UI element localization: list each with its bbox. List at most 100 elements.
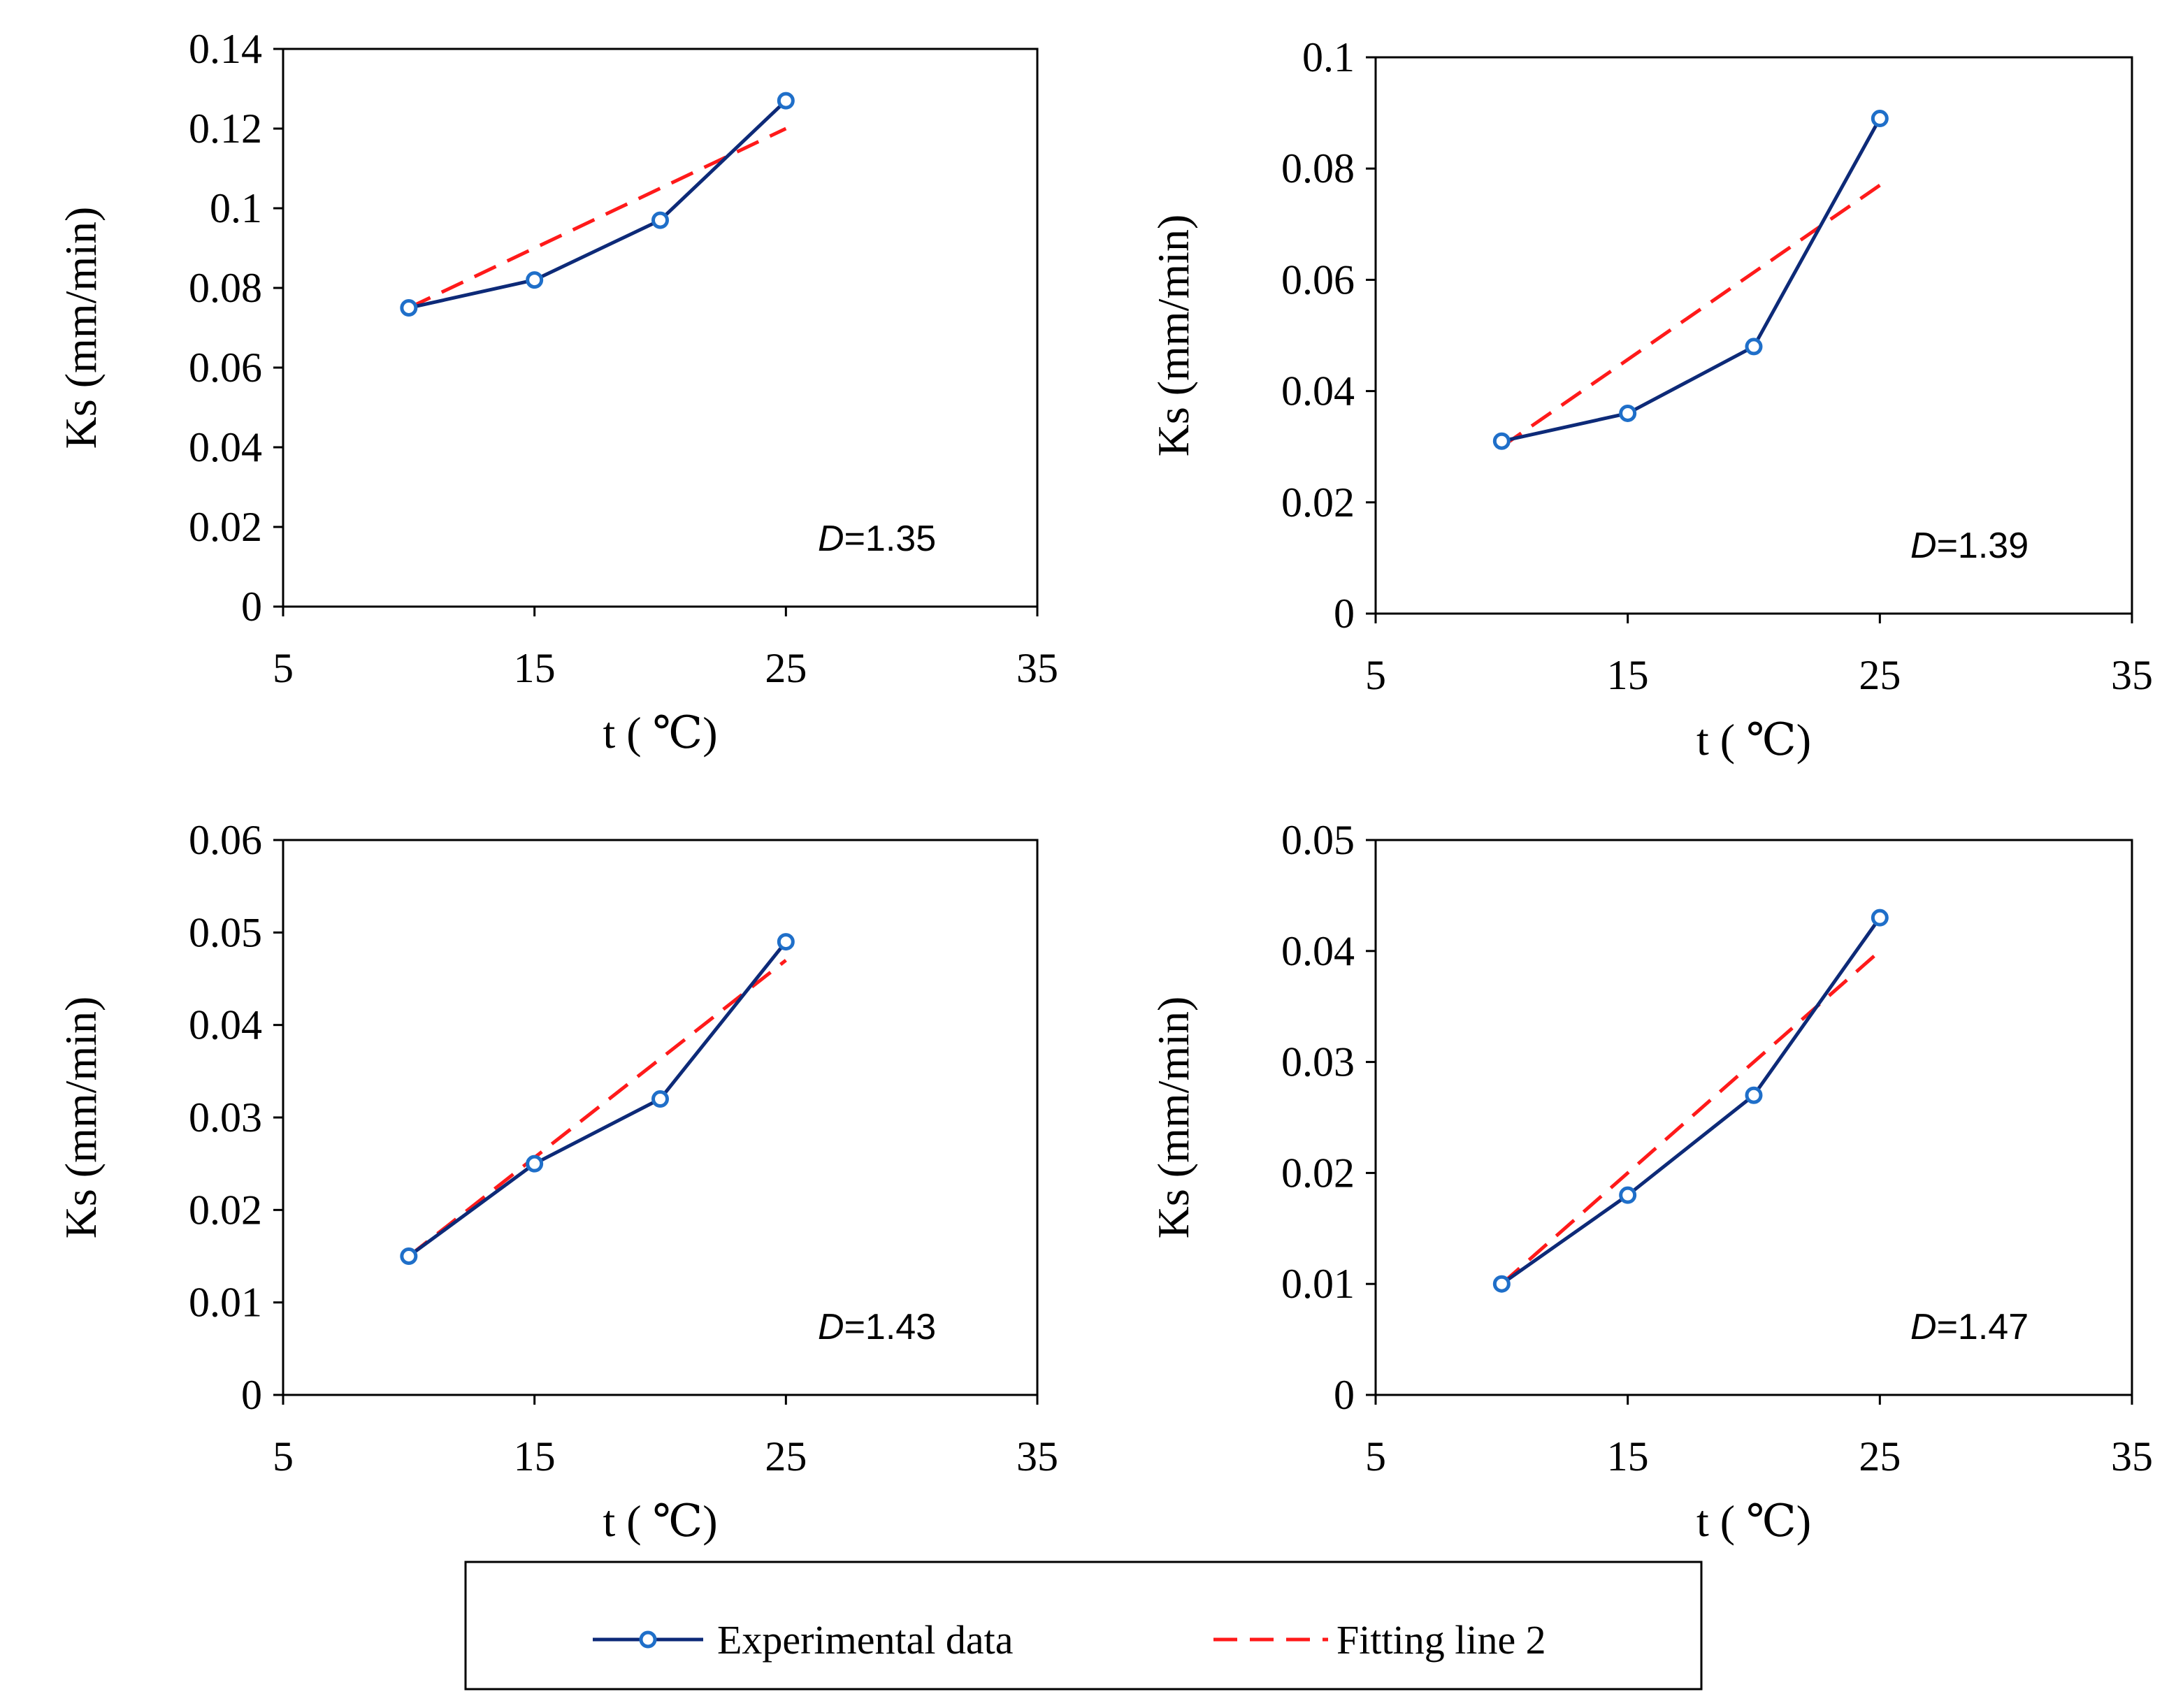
y-tick-label: 0.03 bbox=[1281, 1039, 1355, 1085]
x-tick-label: 15 bbox=[1607, 652, 1649, 698]
y-tick-label: 0.02 bbox=[189, 1187, 262, 1233]
fitting-line bbox=[408, 959, 787, 1258]
y-tick-label: 0.1 bbox=[210, 185, 262, 231]
x-tick-label: 5 bbox=[273, 645, 294, 691]
experimental-data-point bbox=[1745, 1086, 1763, 1104]
y-tick-label: 0.1 bbox=[1302, 34, 1355, 80]
experimental-line bbox=[1500, 916, 1882, 1286]
experimental-data-point bbox=[1619, 1186, 1637, 1204]
y-tick-label: 0 bbox=[241, 1372, 262, 1418]
experimental-data-point bbox=[1745, 338, 1763, 356]
annotation-value: =1.35 bbox=[844, 519, 937, 559]
y-tick-label: 0.03 bbox=[189, 1094, 262, 1141]
x-tick-label: 5 bbox=[1365, 652, 1386, 698]
panel-annotation: D=1.39 bbox=[1910, 526, 2029, 566]
x-tick-label: 35 bbox=[1016, 645, 1058, 691]
experimental-data-point bbox=[1871, 909, 1889, 927]
experimental-data-point bbox=[1619, 404, 1637, 422]
annotation-variable: D bbox=[1910, 1307, 1937, 1347]
experimental-data-point bbox=[400, 299, 418, 317]
chart-panel-4: 0 0.01 0.02 0.03 0.04 0.05 5 15 25 35 t ( ℃) Ks (mm… bbox=[1148, 817, 2153, 1546]
x-tick-label: 35 bbox=[2111, 1433, 2153, 1479]
x-tick-label: 15 bbox=[514, 1433, 556, 1479]
experimental-data-point bbox=[1492, 432, 1511, 450]
y-axis-title: Ks (mm/min) bbox=[1148, 997, 1198, 1239]
x-tick-label: 35 bbox=[1016, 1433, 1058, 1479]
plot-area-frame bbox=[1374, 56, 2133, 615]
x-tick-label: 35 bbox=[2111, 652, 2153, 698]
y-tick-label: 0.02 bbox=[1281, 479, 1355, 526]
annotation-variable: D bbox=[1910, 526, 1937, 566]
x-tick-label: 15 bbox=[514, 645, 556, 691]
annotation-value: =1.43 bbox=[844, 1307, 937, 1347]
y-tick-label: 0.14 bbox=[189, 26, 262, 72]
x-tick-label: 25 bbox=[1859, 652, 1901, 698]
chart-panel-1: 0 0.02 0.04 0.06 0.08 0.1 0.12 0.14 5 15 25 35 t ( ℃… bbox=[56, 26, 1058, 758]
y-tick-label: 0.02 bbox=[189, 504, 262, 550]
experimental-data-point bbox=[526, 1155, 544, 1173]
x-axis-title: t ( ℃) bbox=[1696, 1496, 1811, 1546]
y-tick-label: 0.08 bbox=[189, 265, 262, 311]
chart-panels: 0 0.02 0.04 0.06 0.08 0.1 0.12 0.14 5 15 25 35 t ( ℃… bbox=[56, 26, 2153, 1546]
y-tick-label: 0.01 bbox=[1281, 1261, 1355, 1307]
x-axis-title: t ( ℃) bbox=[1696, 715, 1811, 765]
experimental-data-point bbox=[777, 933, 795, 951]
annotation-variable: D bbox=[818, 519, 844, 559]
y-tick-label: 0 bbox=[1334, 591, 1355, 637]
x-tick-label: 5 bbox=[273, 1433, 294, 1479]
x-axis-title: t ( ℃) bbox=[603, 708, 718, 758]
panel-annotation: D=1.43 bbox=[818, 1307, 936, 1347]
x-axis-title: t ( ℃) bbox=[603, 1496, 718, 1546]
x-tick-label: 25 bbox=[1859, 1433, 1901, 1479]
experimental-data-point bbox=[400, 1247, 418, 1265]
plot-area-frame bbox=[282, 48, 1039, 608]
y-tick-label: 0.05 bbox=[189, 909, 262, 955]
y-tick-label: 0.04 bbox=[189, 424, 262, 470]
panel-annotation: D=1.35 bbox=[818, 519, 936, 559]
legend-fitting-label: Fitting line 2 bbox=[1336, 1617, 1546, 1663]
x-tick-label: 25 bbox=[765, 1433, 807, 1479]
experimental-line bbox=[408, 99, 788, 310]
annotation-variable: D bbox=[818, 1307, 844, 1347]
experimental-data-point bbox=[1871, 110, 1889, 128]
y-tick-label: 0.08 bbox=[1281, 145, 1355, 191]
y-tick-label: 0 bbox=[241, 584, 262, 630]
chart-panel-3: 0 0.01 0.02 0.03 0.04 0.05 0.06 5 15 25 35 t ( ℃) Ks… bbox=[56, 817, 1058, 1546]
y-axis-title: Ks (mm/min) bbox=[56, 207, 106, 449]
legend: Experimental data Fitting line 2 bbox=[464, 1561, 1703, 1691]
experimental-data-point bbox=[651, 1090, 669, 1108]
experimental-line bbox=[408, 941, 788, 1258]
fitting-line bbox=[1500, 949, 1881, 1286]
y-tick-label: 0.04 bbox=[189, 1002, 262, 1048]
y-tick-label: 0.04 bbox=[1281, 928, 1355, 974]
annotation-value: =1.47 bbox=[1937, 1307, 2029, 1347]
x-tick-label: 5 bbox=[1365, 1433, 1386, 1479]
plot-area-frame bbox=[1374, 839, 2133, 1396]
experimental-data-point bbox=[526, 271, 544, 289]
y-tick-label: 0.06 bbox=[189, 817, 262, 863]
y-tick-label: 0.04 bbox=[1281, 368, 1355, 414]
y-tick-label: 0.05 bbox=[1281, 817, 1355, 863]
experimental-line bbox=[1501, 117, 1882, 443]
y-tick-label: 0.06 bbox=[189, 345, 262, 391]
x-tick-label: 15 bbox=[1607, 1433, 1649, 1479]
chart-panel-2: 0 0.02 0.04 0.06 0.08 0.1 5 15 25 35 t ( ℃) Ks (mm/… bbox=[1148, 34, 2153, 765]
y-axis-title: Ks (mm/min) bbox=[1148, 215, 1198, 457]
legend-experimental-marker bbox=[639, 1630, 657, 1649]
legend-experimental-label: Experimental data bbox=[717, 1617, 1014, 1663]
legend-box bbox=[464, 1561, 1703, 1691]
y-tick-label: 0 bbox=[1334, 1372, 1355, 1418]
x-tick-label: 25 bbox=[765, 645, 807, 691]
y-tick-label: 0.01 bbox=[189, 1280, 262, 1326]
panel-annotation: D=1.47 bbox=[1910, 1307, 2029, 1347]
y-tick-label: 0.02 bbox=[1281, 1150, 1355, 1196]
annotation-value: =1.39 bbox=[1937, 526, 2029, 566]
y-tick-label: 0.12 bbox=[189, 106, 262, 152]
experimental-data-point bbox=[777, 92, 795, 110]
y-axis-title: Ks (mm/min) bbox=[56, 997, 106, 1239]
experimental-data-point bbox=[1492, 1275, 1511, 1293]
experimental-data-point bbox=[651, 211, 669, 229]
y-tick-label: 0.06 bbox=[1281, 256, 1355, 303]
fitting-line bbox=[1500, 184, 1881, 449]
